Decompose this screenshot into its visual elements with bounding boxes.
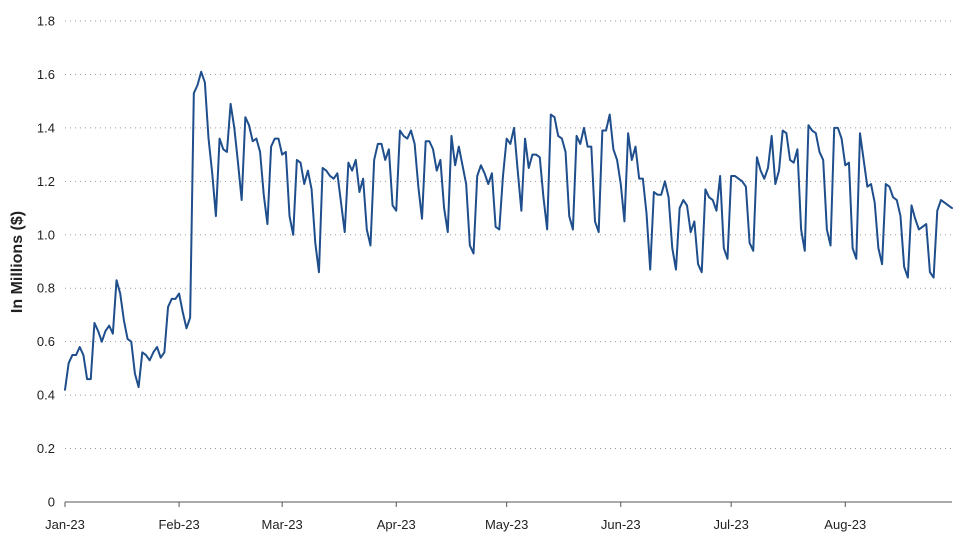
series-line <box>64 70 953 391</box>
y-tick-label: 1.0 <box>37 227 55 242</box>
y-tick-label: 0 <box>48 495 55 510</box>
y-axis-title: In Millions ($) <box>9 211 26 313</box>
y-tick-label: 1.4 <box>37 120 55 135</box>
y-tick-label: 0.2 <box>37 441 55 456</box>
x-tick-label: May-23 <box>485 517 528 532</box>
y-tick-label: 1.8 <box>37 14 55 29</box>
x-tick-label: Jun-23 <box>601 517 641 532</box>
y-tick-label: 0.4 <box>37 388 55 403</box>
y-tick-label: 0.6 <box>37 334 55 349</box>
x-tick-label: Feb-23 <box>158 517 199 532</box>
y-tick-label: 0.8 <box>37 281 55 296</box>
x-tick-label: Jul-23 <box>713 517 748 532</box>
x-tick-label: Apr-23 <box>377 517 416 532</box>
y-tick-label: 1.2 <box>37 174 55 189</box>
x-axis-tick-labels: Jan-23 Feb-23 Mar-23 Apr-23 May-23 Jun-23 Jul-… <box>45 502 866 532</box>
x-tick-label: Aug-23 <box>824 517 866 532</box>
y-tick-label: 1.6 <box>37 67 55 82</box>
y-axis-tick-labels: 0 0.2 0.4 0.6 0.8 1.0 1.2 1.4 1.6 1.8 <box>37 14 55 510</box>
x-tick-label: Mar-23 <box>262 517 303 532</box>
x-tick-label: Jan-23 <box>45 517 85 532</box>
